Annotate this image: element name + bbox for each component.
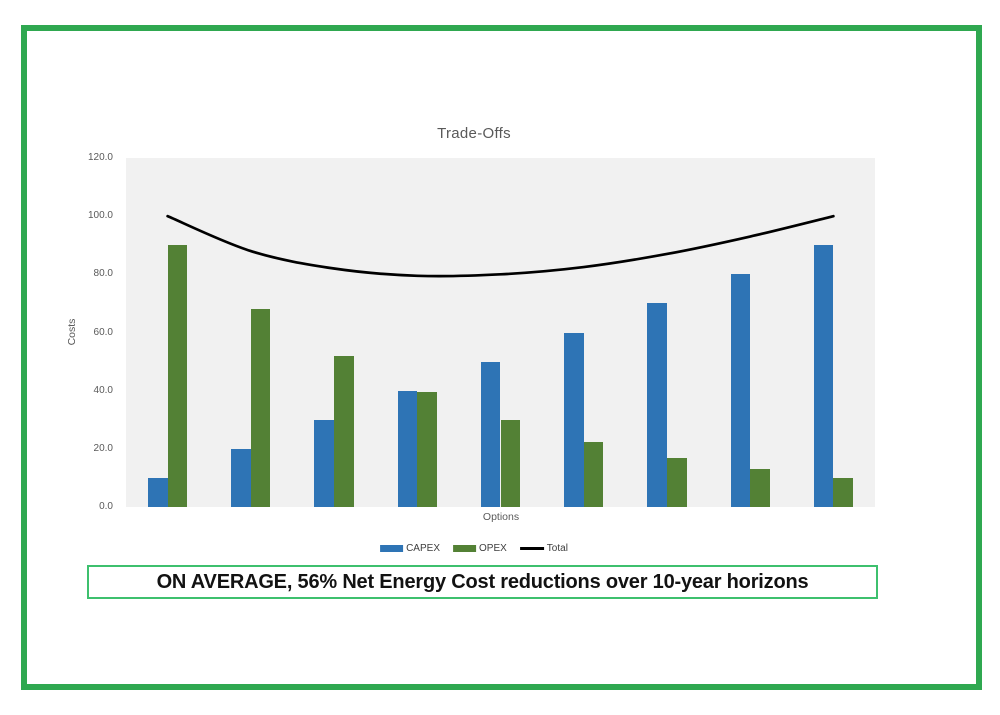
y-tick-label: 40.0: [93, 384, 113, 396]
bar-capex-6: [564, 332, 584, 507]
chart-title: Trade-Offs: [437, 125, 511, 142]
y-tick-label: 20.0: [93, 442, 113, 454]
bar-opex-8: [750, 469, 770, 507]
legend-label-capex: CAPEX: [406, 543, 440, 554]
bar-capex-5: [480, 361, 501, 507]
bar-opex-9: [833, 477, 853, 507]
legend-swatch-total: [519, 547, 544, 550]
legend-item-opex: OPEX: [452, 543, 507, 554]
y-tick-label: 100.0: [87, 210, 113, 222]
bar-capex-3: [314, 419, 335, 507]
plot-area: [126, 158, 875, 507]
caption-text: ON AVERAGE, 56% Net Energy Cost reductio…: [156, 570, 809, 593]
legend-label-opex: OPEX: [478, 543, 507, 554]
total-line-path: [166, 214, 835, 278]
bar-capex-2: [231, 448, 251, 507]
legend-label-total: Total: [546, 543, 568, 554]
bar-capex-9: [813, 245, 834, 507]
y-tick-label: 120.0: [87, 152, 113, 163]
caption-box: ON AVERAGE, 56% Net Energy Cost reductio…: [87, 565, 878, 599]
bar-opex-5: [500, 419, 521, 507]
bar-opex-6: [583, 441, 604, 507]
x-axis-title: Options: [482, 511, 520, 523]
bar-opex-4: [417, 392, 437, 507]
y-axis-tick-labels: 0.0 20.0 40.0 60.0 80.0 100.0 120.0: [0, 152, 113, 512]
y-tick-label: 80.0: [93, 268, 113, 280]
bar-capex-7: [647, 303, 667, 507]
y-tick-label: 60.0: [93, 326, 113, 338]
y-tick-label: 0.0: [99, 501, 113, 512]
bar-opex-7: [666, 457, 687, 507]
bar-opex-2: [250, 309, 271, 507]
legend-swatch-opex: [452, 545, 476, 552]
bar-capex-8: [730, 274, 751, 507]
legend-item-total: Total: [519, 543, 568, 554]
bar-opex-1: [167, 245, 188, 507]
chart-legend: CAPEX OPEX Total: [380, 543, 568, 554]
legend-item-capex: CAPEX: [380, 543, 440, 554]
bar-opex-3: [334, 355, 354, 507]
legend-swatch-capex: [380, 545, 404, 552]
bar-capex-4: [397, 390, 418, 507]
bar-capex-1: [148, 477, 168, 507]
total-line-layer: [166, 214, 835, 278]
